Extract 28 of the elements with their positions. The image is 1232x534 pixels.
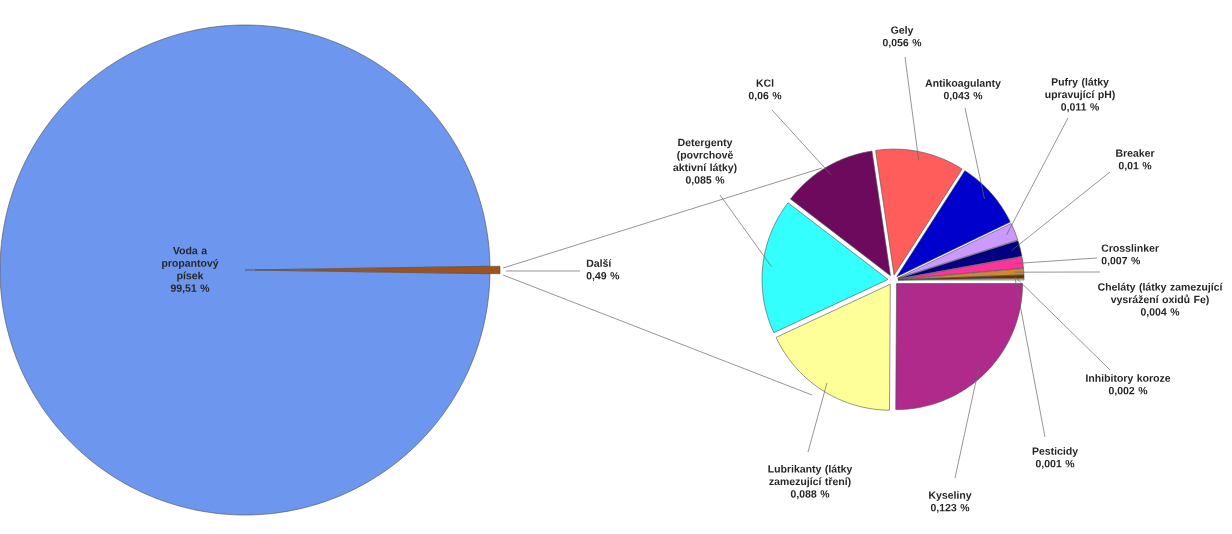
data-label: 99,51 % [170,284,210,294]
data-label: 0,123 % [930,503,970,513]
slice-label: Cheláty (látky zamezující vysrážení oxidů Fe) [1098,282,1223,306]
slice-label: Kyseliny [929,491,972,501]
data-label: 0,002 % [1108,386,1148,396]
slice-label: Gely [891,26,914,36]
slice-label: Pufry (látky upravující pH) [1045,77,1115,101]
slice-label: Voda a propantový písek [162,246,219,282]
slice-label: Antikoagulanty [925,79,1001,89]
slice-label: Inhibitory koroze [1086,374,1171,384]
data-label: 0,088 % [790,490,830,500]
slice-label: Crosslinker [1101,244,1159,252]
data-label: 0,085 % [685,176,725,186]
slice-label: Lubrikanty (látky zamezující tření) [768,464,853,488]
data-label: 0,011 % [1061,103,1099,113]
data-label: 0,007 % [1101,256,1141,266]
slice-label: Detergenty (povrchově aktivní látky) [673,138,737,174]
data-label: 0,49 % [586,272,620,281]
data-label: 0,004 % [1140,308,1180,318]
data-label: 0,01 % [1118,161,1152,171]
slice-label: KCl [756,79,774,87]
slice-label: Breaker [1116,149,1155,157]
data-label: 0,06 % [748,91,782,101]
data-label: 0,056 % [882,38,922,48]
slice-label: Pesticidy [1032,447,1079,457]
data-label: 0,043 % [943,91,983,101]
slice-label: Další [586,259,612,267]
data-label: 0,001 % [1035,459,1075,469]
